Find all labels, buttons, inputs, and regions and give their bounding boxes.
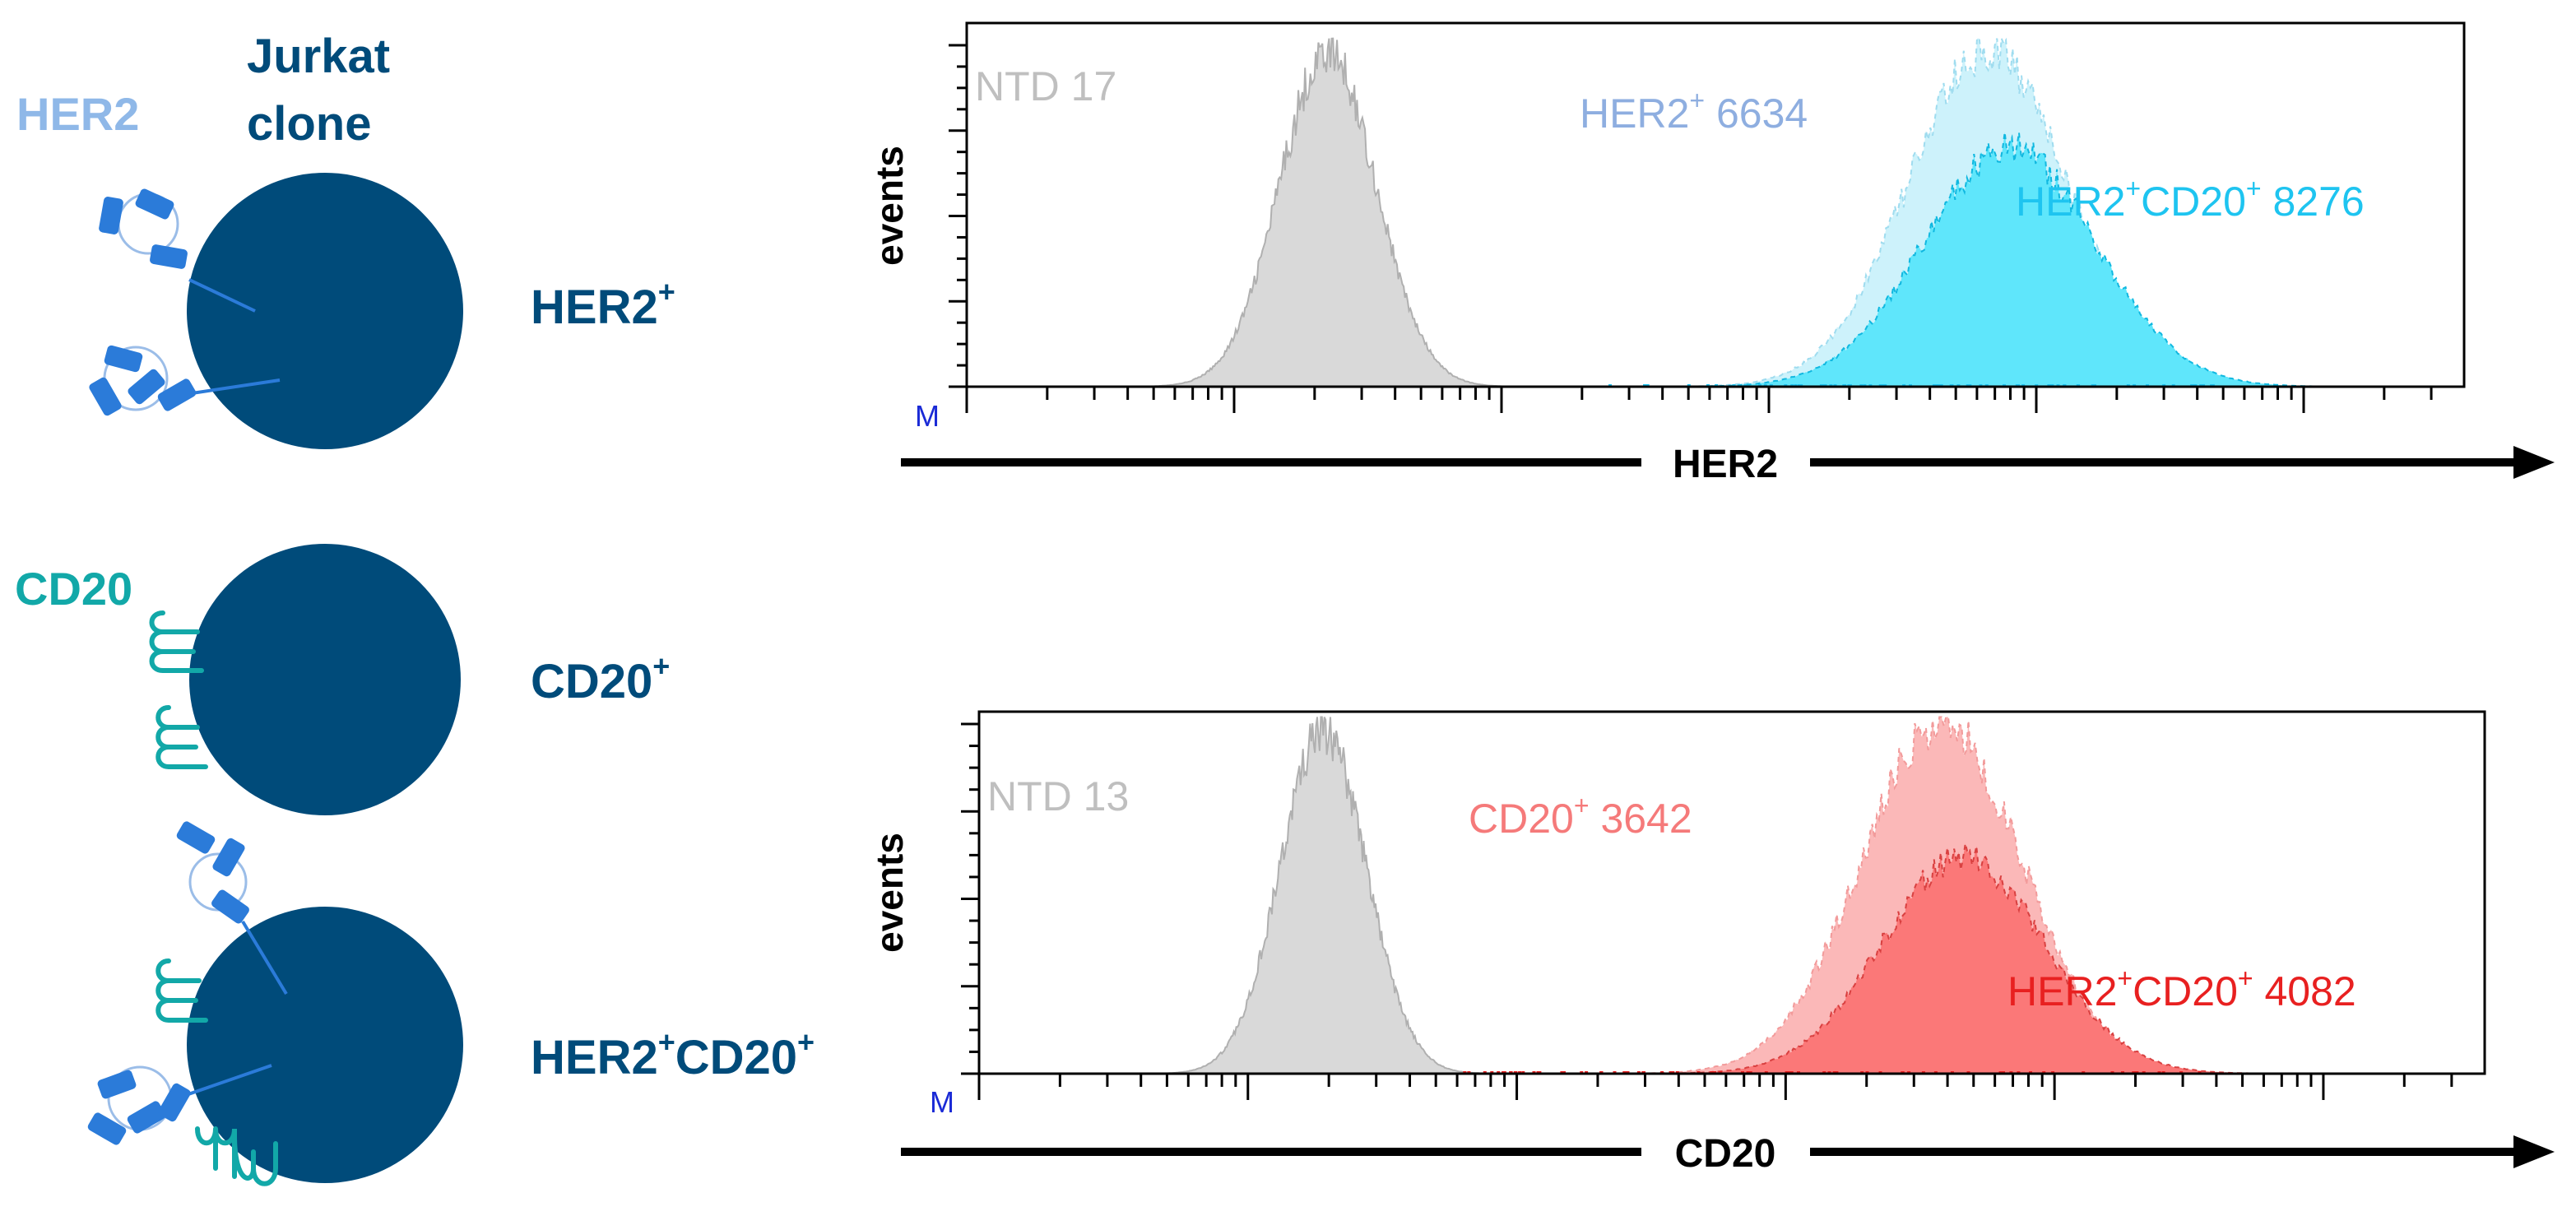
histogram-ntd — [1153, 37, 1502, 388]
chart-cd20-xlabel: CD20 — [1675, 1132, 1776, 1176]
her2-receptor-icon — [86, 1065, 193, 1147]
chart-her2-frame — [965, 21, 2466, 388]
chart-her2-x-arrow — [901, 446, 2555, 479]
chart-her2-xlabel: HER2 — [1673, 443, 1778, 486]
chart-cd20-axis-marker: M — [930, 1085, 954, 1119]
cd20-legend-label: CD20 — [15, 563, 132, 615]
cell-cd20: CD20 CD20+ — [15, 544, 670, 815]
histogram-her2poscd20pos — [1672, 843, 2254, 1074]
legend-ntd-cd20: NTD 13 — [987, 773, 1129, 819]
chart-cd20-plot-area — [1167, 716, 2254, 1074]
receptor-stalk — [188, 278, 256, 313]
schematic-title-line1: Jurkat — [247, 30, 390, 83]
schematic: Jurkat clone HER2 HER2+ — [15, 30, 815, 1186]
cell-label-her2: HER2+ — [531, 275, 675, 334]
her2-receptor-icon — [174, 819, 251, 926]
histogram-her2poscd20pos — [1701, 132, 2318, 388]
chart-cd20-frame — [977, 710, 2486, 1075]
chart-cd20-ylabel: events — [868, 833, 911, 953]
her2-receptor-icon — [87, 344, 198, 418]
cell-her2-cd20: HER2+CD20+ — [86, 819, 815, 1186]
chart-her2-ylabel: events — [868, 146, 911, 266]
cell-label-cd20: CD20+ — [531, 649, 670, 708]
chart-cd20: events M NTD 13 CD20+ 3642 HER2+CD20+ 40… — [868, 710, 2555, 1176]
cell-label-her2-cd20: HER2+CD20+ — [531, 1025, 815, 1084]
her2-legend-label: HER2 — [16, 88, 139, 140]
legend-cd20-plus: CD20+ 3642 — [1469, 791, 1692, 842]
cd20-receptor-icon — [155, 958, 278, 1186]
chart-cd20-ticks — [961, 722, 2453, 1100]
her2-receptor-icon — [98, 187, 188, 270]
legend-her2-plus: HER2+ 6634 — [1580, 86, 1808, 137]
receptor-stalk — [180, 378, 281, 397]
cell-body — [189, 544, 461, 815]
receptor-stalk — [241, 920, 288, 996]
cd20-receptor-icon — [149, 610, 208, 769]
legend-her2-cd20-bottom: HER2+CD20+ 4082 — [2007, 963, 2356, 1014]
cell-body — [187, 173, 463, 449]
chart-her2: events M NTD 17 HER2+ 6634 HER2+CD20+ 82… — [868, 21, 2555, 486]
histogram-ntd — [1167, 716, 1479, 1074]
cell-body — [187, 907, 463, 1183]
cell-her2: HER2+ — [87, 173, 675, 449]
chart-her2-axis-marker: M — [915, 399, 940, 433]
legend-ntd-her2: NTD 17 — [975, 63, 1116, 109]
chart-her2-ticks — [949, 44, 2433, 413]
schematic-title-line2: clone — [247, 97, 372, 151]
chart-cd20-x-arrow — [901, 1135, 2555, 1168]
legend-her2-cd20-top: HER2+CD20+ 8276 — [2016, 174, 2365, 225]
